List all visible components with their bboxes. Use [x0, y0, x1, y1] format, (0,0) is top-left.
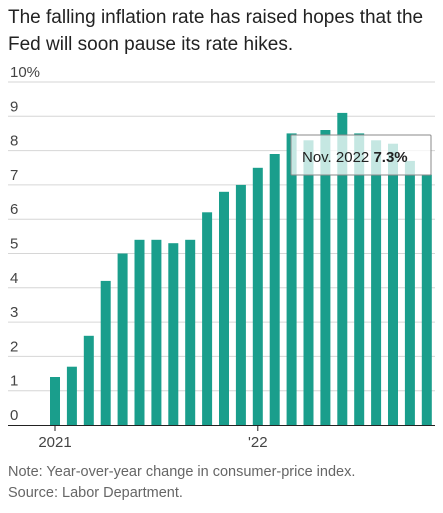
y-tick-label: 5 — [10, 236, 18, 253]
svg-text:Nov. 2022 7.3%: Nov. 2022 7.3% — [302, 149, 408, 166]
bar[interactable] — [100, 280, 111, 425]
y-tick-label: 8 — [10, 133, 18, 150]
y-tick-label: 9 — [10, 98, 18, 115]
bar[interactable] — [320, 130, 331, 425]
note-text: Note: Year-over-year change in consumer-… — [8, 464, 356, 480]
tooltip: Nov. 2022 7.3% — [290, 134, 432, 176]
tooltip-label: Nov. 2022 — [302, 149, 369, 166]
bar[interactable] — [252, 167, 263, 426]
y-tick-label: 4 — [10, 270, 18, 287]
y-tick-label: 7 — [10, 167, 18, 184]
x-tick-label: '22 — [248, 434, 268, 451]
bar[interactable] — [219, 191, 229, 425]
bar[interactable] — [168, 243, 179, 425]
x-tick-label: 2021 — [38, 434, 71, 451]
bar[interactable] — [185, 239, 196, 425]
bar[interactable] — [83, 335, 94, 425]
chart-note: Note: Year-over-year change in consumer-… — [8, 462, 355, 504]
y-axis-tick-labels: 0 1 2 3 4 5 6 7 8 9 10% — [10, 64, 40, 424]
bars — [50, 112, 432, 426]
tooltip-box — [290, 134, 432, 176]
y-tick-label: 3 — [10, 304, 18, 321]
bar[interactable] — [202, 212, 213, 425]
bar[interactable] — [354, 133, 365, 425]
chart-title: The falling inflation rate has raised ho… — [8, 7, 424, 55]
bar[interactable] — [66, 366, 77, 425]
y-tick-label: 10% — [10, 64, 40, 81]
y-tick-label: 2 — [10, 338, 18, 355]
bar[interactable] — [388, 143, 398, 425]
bar[interactable] — [269, 154, 280, 425]
y-tick-label: 0 — [10, 407, 18, 424]
x-axis-tick-labels: 2021 '22 — [38, 425, 268, 451]
bar[interactable] — [404, 160, 415, 425]
bar[interactable] — [303, 140, 314, 426]
bar[interactable] — [371, 140, 382, 426]
bar[interactable] — [117, 253, 128, 426]
tooltip-value: 7.3% — [373, 149, 407, 166]
source-text: Source: Labor Department. — [8, 485, 183, 501]
bar[interactable] — [134, 239, 145, 425]
y-tick-label: 6 — [10, 201, 18, 218]
bar[interactable] — [337, 112, 348, 426]
bar[interactable] — [151, 239, 162, 425]
bar[interactable] — [235, 184, 246, 425]
bar[interactable] — [50, 377, 60, 425]
bar[interactable] — [286, 133, 297, 425]
bar[interactable] — [421, 174, 432, 425]
y-tick-label: 1 — [10, 373, 18, 390]
